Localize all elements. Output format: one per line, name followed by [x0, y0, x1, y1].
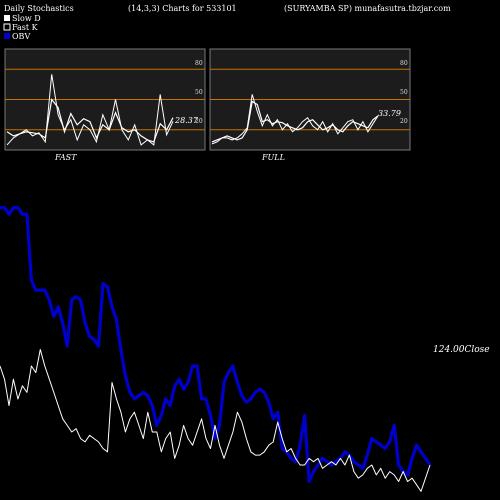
full-panel-title: FULL — [261, 153, 285, 162]
header-title: Daily Stochastics — [4, 4, 74, 13]
fast-last-value: 28.37 — [174, 116, 199, 125]
legend-label-slow-d: Slow D — [12, 14, 41, 23]
full-stochastic-panel: 80 50 20 33.79 FULL — [209, 48, 411, 162]
legend-label-fast-k: Fast K — [12, 23, 39, 32]
obv-close-panel: 124.00Close — [0, 206, 490, 492]
fast-tick-50: 50 — [195, 89, 203, 96]
obv-line — [0, 206, 432, 484]
legend-swatch-obv — [4, 33, 10, 39]
full-series-line-0 — [211, 100, 379, 143]
legend-swatch-slow-d — [4, 15, 10, 21]
fast-series-line-0 — [6, 98, 174, 143]
fast-stochastic-panel: 80 50 20 28.37 FAST — [4, 48, 206, 162]
fast-panel-title: FAST — [54, 153, 77, 162]
full-tick-50: 50 — [400, 89, 408, 96]
full-last-value: 33.79 — [378, 109, 401, 118]
full-tick-80: 80 — [400, 60, 408, 67]
fast-series-line-1 — [6, 74, 174, 146]
legend: Slow D Fast K OBV — [3, 14, 41, 41]
close-value-label: 124.00Close — [433, 345, 490, 355]
legend-swatch-fast-k — [3, 23, 11, 31]
header-params: (14,3,3) Charts for 533101 — [128, 4, 237, 13]
fast-tick-80: 80 — [195, 60, 203, 67]
full-series-line-1 — [211, 94, 379, 145]
header-source: (SURYAMBA SP) munafasutra.tbzjar.com — [284, 4, 451, 13]
full-tick-20: 20 — [400, 118, 408, 125]
close-price-line — [0, 349, 431, 492]
fast-tick-20: 20 — [195, 118, 203, 125]
legend-label-obv: OBV — [12, 32, 30, 41]
